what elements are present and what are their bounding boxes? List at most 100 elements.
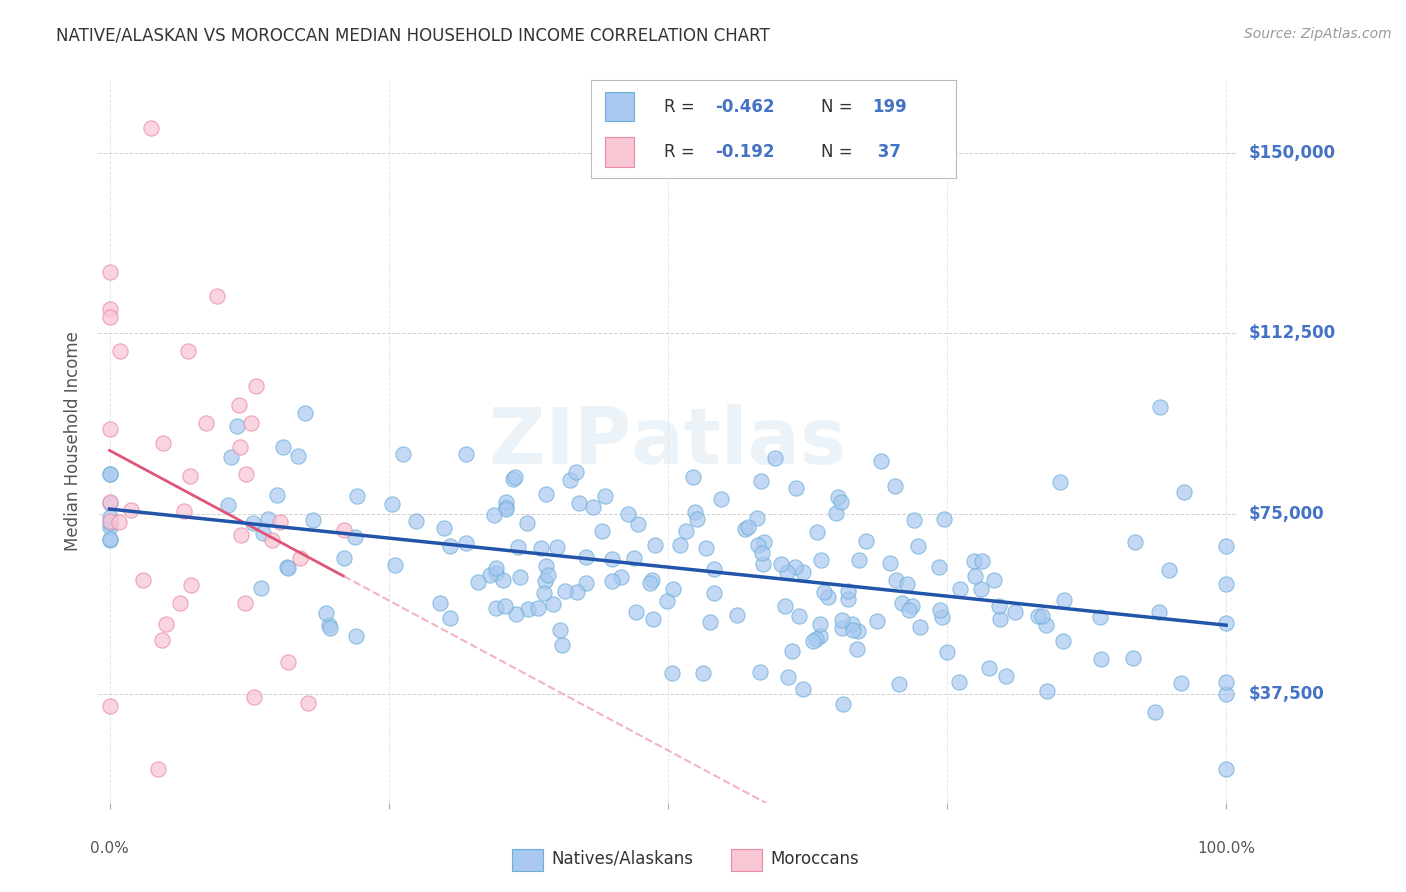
Point: [699, 615, 721, 629]
Text: $75,000: $75,000: [1249, 505, 1324, 523]
Point: [98, 516, 121, 531]
Point: [242, 516, 264, 531]
Point: [1173, 484, 1195, 499]
Point: [98, 467, 121, 482]
Point: [879, 556, 901, 570]
Point: [529, 541, 551, 555]
Point: [527, 600, 550, 615]
Point: [655, 594, 678, 608]
Point: [484, 560, 506, 574]
Point: [333, 550, 356, 565]
Point: [575, 550, 598, 565]
Point: [120, 502, 142, 516]
Point: [429, 596, 451, 610]
Point: [624, 605, 647, 619]
Point: [865, 615, 887, 629]
Point: [439, 539, 461, 553]
Point: [1123, 534, 1146, 549]
Point: [776, 565, 799, 579]
Text: ZIP​atlas: ZIP​atlas: [489, 403, 846, 480]
Text: -0.462: -0.462: [714, 98, 775, 116]
Point: [682, 470, 704, 484]
Point: [1170, 676, 1192, 690]
Point: [988, 612, 1011, 626]
Point: [737, 519, 759, 533]
Bar: [605, 137, 634, 167]
Point: [808, 629, 831, 643]
Point: [813, 585, 835, 599]
Point: [830, 495, 852, 509]
Point: [333, 523, 356, 537]
Point: [591, 524, 613, 538]
Text: $150,000: $150,000: [1249, 144, 1336, 161]
Point: [806, 525, 828, 540]
Text: R =: R =: [664, 143, 700, 161]
Point: [903, 513, 925, 527]
Point: [685, 505, 707, 519]
Point: [534, 487, 557, 501]
Point: [505, 470, 527, 484]
Point: [132, 573, 155, 587]
Point: [98, 532, 121, 546]
Point: [887, 677, 910, 691]
Point: [644, 538, 666, 552]
Point: [929, 603, 952, 617]
Point: [936, 645, 959, 659]
Point: [98, 699, 121, 714]
Point: [502, 472, 524, 486]
Point: [890, 596, 912, 610]
Point: [229, 527, 252, 541]
Point: [898, 603, 921, 617]
Point: [970, 582, 993, 596]
Point: [485, 566, 508, 581]
Point: [173, 504, 195, 518]
Point: [845, 641, 868, 656]
Point: [558, 473, 581, 487]
Point: [252, 526, 274, 541]
Point: [381, 497, 404, 511]
Point: [262, 533, 284, 547]
Point: [346, 489, 368, 503]
Point: [641, 573, 664, 587]
Point: [831, 621, 853, 635]
Point: [169, 596, 191, 610]
Point: [240, 416, 263, 430]
Point: [98, 533, 121, 547]
Point: [987, 599, 1010, 614]
Point: [1049, 475, 1071, 489]
Point: [884, 573, 907, 587]
Point: [963, 554, 986, 568]
Point: [1215, 762, 1237, 776]
Text: -0.192: -0.192: [714, 143, 775, 161]
Point: [221, 450, 243, 464]
Point: [98, 496, 121, 510]
Point: [495, 494, 517, 508]
Text: $37,500: $37,500: [1249, 685, 1324, 704]
Point: [778, 670, 800, 684]
Point: [751, 546, 773, 560]
Point: [495, 500, 517, 515]
Point: [692, 666, 714, 681]
Point: [827, 490, 849, 504]
Point: [297, 696, 319, 710]
Point: [98, 467, 121, 481]
Point: [1144, 706, 1167, 720]
Point: [454, 536, 477, 550]
Point: [1090, 651, 1112, 665]
Point: [177, 344, 200, 359]
Point: [195, 417, 218, 431]
Point: [315, 607, 337, 621]
Point: [995, 669, 1018, 683]
Point: [932, 512, 955, 526]
Point: [233, 597, 256, 611]
Point: [623, 551, 645, 566]
Point: [250, 582, 273, 596]
Point: [675, 524, 697, 539]
Point: [841, 617, 863, 632]
Point: [754, 535, 776, 549]
Bar: [605, 92, 634, 121]
Point: [405, 514, 427, 528]
Text: Moroccans: Moroccans: [770, 849, 859, 868]
Point: [616, 507, 638, 521]
Point: [98, 520, 121, 534]
